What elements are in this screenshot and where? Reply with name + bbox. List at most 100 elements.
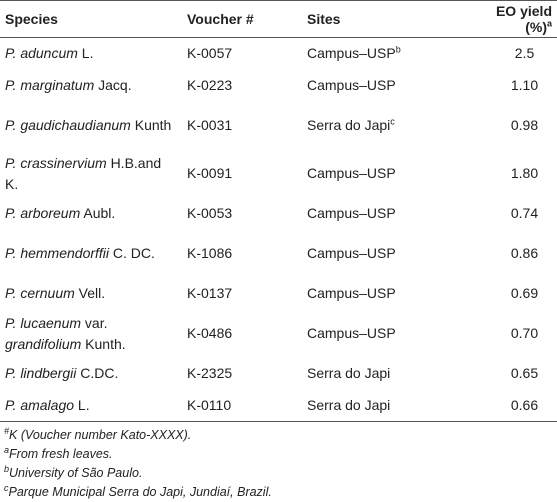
- site-text: Campus–USP: [307, 285, 396, 301]
- species-part: P. lucaenum: [5, 314, 82, 331]
- superscript: b: [395, 44, 401, 55]
- footnote-mark: b: [4, 463, 10, 474]
- voucher-cell: K-0486: [187, 325, 233, 341]
- column-header: Voucher #: [182, 1, 302, 38]
- table-body: P. aduncum L. K-0057 Campus–USPb 2.5 P. marg…: [0, 38, 557, 422]
- table-header: Species Voucher # Sites EO yield (%)a: [0, 0, 557, 38]
- column-header: Species: [0, 1, 182, 38]
- species-part: H.B.and K.: [5, 154, 162, 192]
- site-cell: Campus–USP: [302, 278, 467, 310]
- footnote-text: University of São Paulo.: [9, 466, 143, 480]
- species-cell: P. lindbergii C.DC.: [0, 358, 182, 390]
- voucher-cell: K-0223: [187, 77, 233, 93]
- species-part: P. hemmendorffii: [5, 245, 110, 261]
- footnote-text: From fresh leaves.: [9, 447, 113, 461]
- data-table: Species Voucher # Sites EO yield (%)a P. ad…: [0, 0, 557, 422]
- footnote-mark: #: [4, 425, 10, 436]
- species-part: P. arboreum: [5, 205, 81, 221]
- yield-cell: 0.69: [510, 285, 539, 301]
- voucher-cell: K-0091: [187, 165, 233, 181]
- species-part: P. gaudichaudianum: [5, 117, 131, 133]
- species-cell: P. amalago L.: [0, 390, 182, 422]
- footnote-mark: c: [4, 482, 9, 493]
- site-text: Campus–USP: [307, 165, 396, 181]
- site-cell: Campus–USP: [302, 198, 467, 230]
- species-part: C.DC.: [80, 365, 119, 381]
- superscript: a: [546, 18, 552, 29]
- site-cell: Campus–USP: [302, 230, 467, 278]
- superscript: c: [390, 116, 395, 127]
- footnote-mark: a: [4, 444, 10, 455]
- species-part: P. marginatum: [5, 77, 95, 93]
- footnote-text: Parque Municipal Serra do Japi, Jundiaí,…: [8, 485, 272, 499]
- header-row: Species Voucher # Sites EO yield (%)a: [0, 0, 557, 38]
- table-row: P. cernuum Vell. K-0137 Campus–USP 0.69: [0, 278, 557, 310]
- table-row: P. hemmendorffii C. DC. K-1086 Campus–USP 0…: [0, 230, 557, 278]
- species-part: Jacq.: [98, 77, 132, 93]
- site-text: Campus–USP: [307, 325, 396, 341]
- species-part: Kunth.: [85, 335, 126, 352]
- species-part: Kunth: [134, 117, 172, 133]
- footnote: cParque Municipal Serra do Japi, Jundiaí…: [4, 483, 553, 502]
- site-text: Serra do Japi: [307, 396, 391, 413]
- header-text: Sites: [307, 11, 341, 27]
- table-row: P. lindbergii C.DC. K-2325 Serra do Japi 0.…: [0, 358, 557, 390]
- site-cell: Campus–USP: [302, 150, 467, 198]
- table-row: P. aduncum L. K-0057 Campus–USPb 2.5: [0, 38, 557, 70]
- site-cell: Campus–USPb: [302, 38, 467, 70]
- yield-cell: 0.86: [510, 245, 539, 261]
- yield-cell: 0.66: [510, 396, 539, 413]
- voucher-cell: K-2325: [187, 365, 233, 381]
- voucher-cell: K-0057: [187, 45, 233, 62]
- site-cell: Serra do Japic: [302, 102, 467, 150]
- species-part: P. crassinervium: [5, 154, 107, 171]
- site-text: Campus–USP: [307, 77, 396, 93]
- species-cell: P. lucaenum var. grandifolium Kunth.: [0, 310, 182, 358]
- footnote: bUniversity of São Paulo.: [4, 464, 553, 483]
- table-row: P. marginatum Jacq. K-0223 Campus–USP 1.10: [0, 70, 557, 102]
- site-text: Serra do Japi: [307, 117, 391, 133]
- voucher-cell: K-0110: [187, 396, 232, 413]
- table-row: P. arboreum Aubl. K-0053 Campus–USP 0.74: [0, 198, 557, 230]
- species-part: Aubl.: [83, 205, 116, 221]
- yield-cell: 0.65: [510, 365, 539, 381]
- site-text: Campus–USP: [307, 245, 396, 261]
- species-part: P. lindbergii: [5, 365, 77, 381]
- species-part: P. amalago: [5, 396, 75, 413]
- table-row: P. gaudichaudianum Kunth K-0031 Serra do J…: [0, 102, 557, 150]
- voucher-cell: K-0137: [187, 285, 233, 301]
- species-part: L.: [77, 396, 90, 413]
- species-cell: P. cernuum Vell.: [0, 278, 182, 310]
- yield-cell: 0.98: [510, 117, 539, 133]
- column-header: EO yield (%)a: [467, 1, 557, 38]
- footnote: aFrom fresh leaves.: [4, 445, 553, 464]
- species-part: P. aduncum: [5, 45, 78, 62]
- species-part: grandifolium: [5, 335, 82, 352]
- species-cell: P. gaudichaudianum Kunth: [0, 102, 182, 150]
- table-row: P. lucaenum var. grandifolium Kunth. K-04…: [0, 310, 557, 358]
- voucher-cell: K-1086: [187, 245, 233, 261]
- voucher-cell: K-0031: [187, 117, 233, 133]
- site-cell: Campus–USP: [302, 310, 467, 358]
- yield-cell: 0.74: [510, 205, 539, 221]
- site-text: Campus–USP: [307, 45, 396, 62]
- table-row: P. amalago L. K-0110 Serra do Japi 0.66: [0, 390, 557, 422]
- species-cell: P. marginatum Jacq.: [0, 70, 182, 102]
- column-header: Sites: [302, 1, 467, 38]
- voucher-cell: K-0053: [187, 205, 233, 221]
- footnote-text: K (Voucher number Kato-XXXX).: [9, 428, 192, 442]
- header-text: EO yield (%): [495, 3, 552, 35]
- header-text: Species: [5, 11, 58, 27]
- site-cell: Serra do Japi: [302, 390, 467, 422]
- footnotes: #K (Voucher number Kato-XXXX). aFrom fres…: [0, 422, 557, 502]
- species-part: P. cernuum: [5, 285, 75, 301]
- species-part: Vell.: [78, 285, 106, 301]
- species-part: L.: [81, 45, 94, 62]
- site-cell: Serra do Japi: [302, 358, 467, 390]
- species-cell: P. aduncum L.: [0, 38, 182, 70]
- yield-cell: 2.5: [514, 45, 535, 62]
- species-part: var.: [84, 314, 108, 331]
- species-cell: P. hemmendorffii C. DC.: [0, 230, 182, 278]
- species-part: C. DC.: [112, 245, 155, 261]
